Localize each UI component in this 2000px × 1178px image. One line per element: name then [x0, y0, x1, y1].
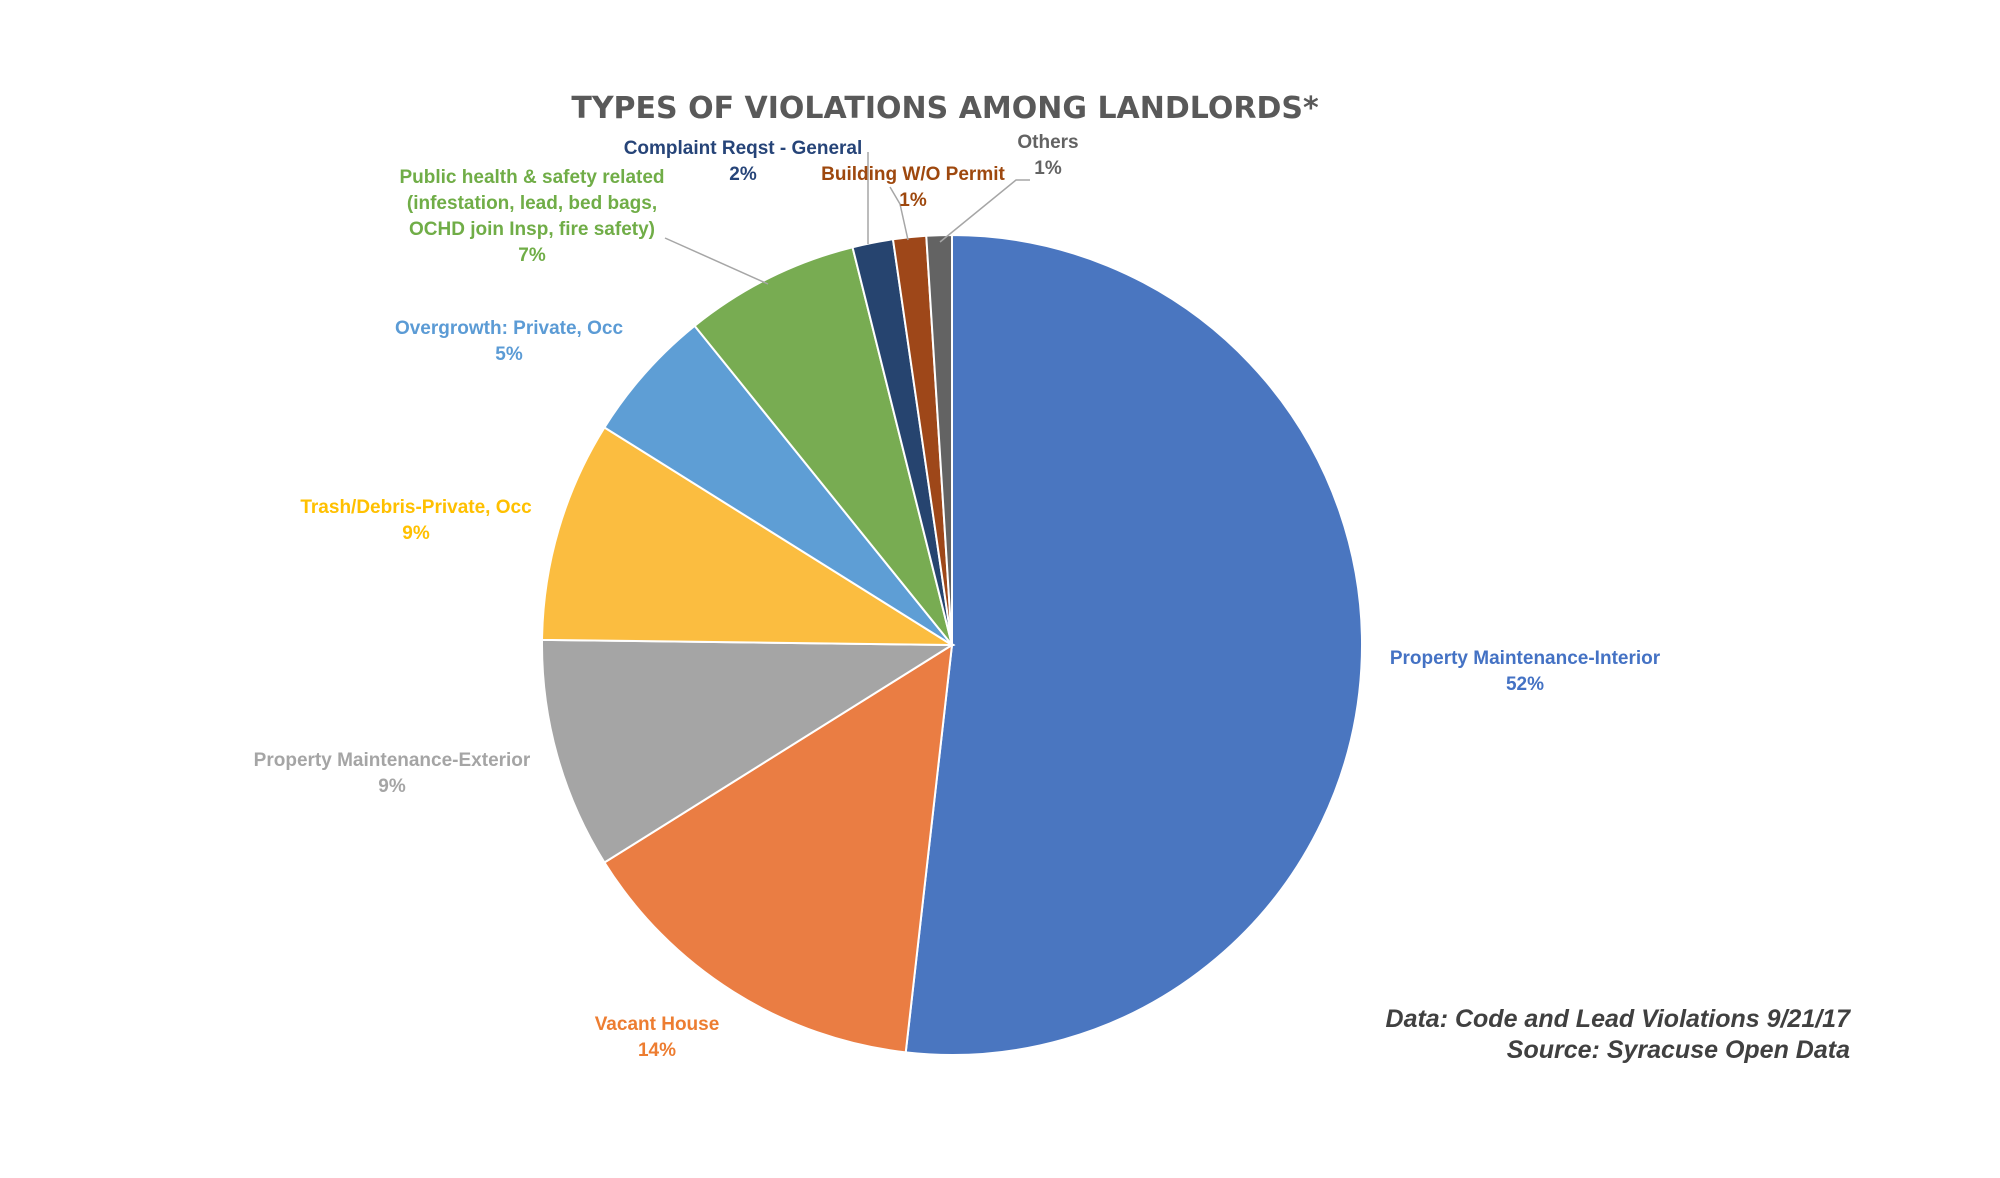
slice-label-1: Vacant House 14% [595, 1014, 720, 1061]
leader-line-7 [889, 186, 909, 241]
data-note: Data: Code and Lead Violations 9/21/17 [1386, 1005, 1852, 1033]
leader-line-8 [939, 179, 1030, 243]
pie-slice-0 [904, 233, 1363, 1056]
slice-label-2: Property Maintenance-Exterior 9% [254, 750, 531, 797]
slice-label-8: Others 1% [1017, 132, 1078, 179]
slice-label-6: Complaint Reqst - General 2% [624, 138, 863, 185]
slice-label-3: Trash/Debris-Private, Occ 9% [300, 497, 532, 544]
slice-labels: Property Maintenance-Interior 52% Vacant H… [254, 132, 1661, 1061]
leader-lines [664, 152, 1030, 285]
leader-line-5 [664, 237, 769, 285]
slice-label-0: Property Maintenance-Interior 52% [1390, 648, 1661, 695]
slice-label-7: Building W/O Permit 1% [821, 164, 1005, 211]
chart-title: TYPES OF VIOLATIONS AMONG LANDLORDS* [571, 91, 1319, 126]
pie-slice-5 [693, 246, 953, 646]
pie-slice-1 [603, 643, 954, 1054]
slice-label-5: Public health & safety related (infestati… [399, 167, 664, 266]
pie-slice-4 [603, 324, 953, 646]
pie-slice-3 [541, 426, 956, 647]
pie-slice-2 [541, 638, 956, 864]
source-note: Source: Syracuse Open Data [1507, 1036, 1850, 1064]
pie-slices [541, 233, 1363, 1056]
slice-label-4: Overgrowth: Private, Occ 5% [395, 318, 624, 365]
pie-slice-8 [925, 233, 953, 646]
